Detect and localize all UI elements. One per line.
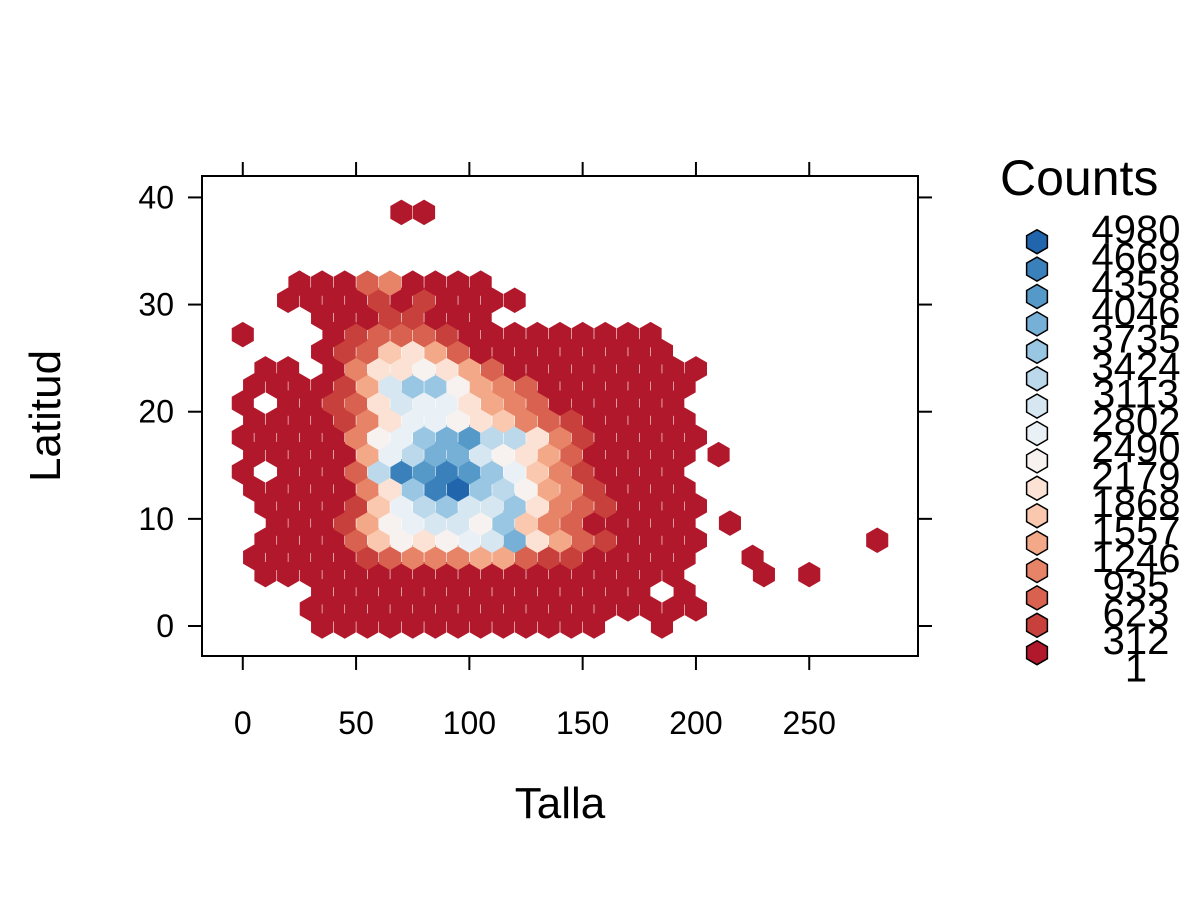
hex-cell bbox=[707, 441, 730, 468]
hex-cell bbox=[390, 199, 413, 226]
hex-cell bbox=[254, 356, 277, 382]
legend-label: 2490 bbox=[1092, 427, 1181, 471]
x-axis: 0 50 100 150 200 250 bbox=[234, 162, 836, 741]
legend-swatch bbox=[1025, 448, 1049, 474]
legend-swatch bbox=[1025, 557, 1049, 584]
hex-cell bbox=[616, 321, 640, 348]
y-tick-label: 20 bbox=[138, 394, 174, 430]
legend-label: 312 bbox=[1103, 619, 1170, 663]
hex-cell bbox=[446, 270, 470, 296]
hex-cell bbox=[424, 270, 447, 296]
hex-cell bbox=[231, 321, 254, 348]
hex-cell bbox=[379, 270, 402, 296]
hex-cell bbox=[718, 510, 741, 536]
legend-label: 1868 bbox=[1092, 482, 1181, 526]
hex-cell bbox=[469, 270, 492, 296]
x-tick-label: 250 bbox=[783, 705, 836, 741]
y-tick-label: 30 bbox=[138, 287, 174, 323]
legend-label: 2802 bbox=[1092, 400, 1181, 444]
legend-items: 4980466943584046373534243113280224902179… bbox=[1025, 208, 1181, 690]
legend-swatch bbox=[1025, 338, 1049, 365]
hex-cell bbox=[277, 356, 300, 382]
x-axis-label: Talla bbox=[515, 779, 606, 828]
hex-cell bbox=[288, 270, 311, 296]
legend-label: 623 bbox=[1103, 592, 1170, 636]
hex-cell bbox=[866, 527, 889, 554]
legend-label: 1557 bbox=[1092, 509, 1181, 553]
legend-swatch bbox=[1025, 283, 1049, 310]
legend-swatch bbox=[1025, 311, 1049, 337]
legend: Counts 498046694358404637353424311328022… bbox=[1000, 150, 1180, 690]
legend-swatch bbox=[1025, 612, 1049, 639]
hex-cell bbox=[684, 356, 707, 382]
legend-swatch bbox=[1025, 585, 1049, 611]
legend-swatch bbox=[1025, 502, 1049, 529]
hex-cell bbox=[333, 270, 356, 296]
legend-label: 3735 bbox=[1092, 318, 1181, 362]
hex-cell bbox=[548, 321, 572, 348]
legend-label: 3113 bbox=[1093, 372, 1179, 416]
hex-cell bbox=[639, 321, 662, 348]
legend-label: 4980 bbox=[1092, 208, 1181, 252]
y-axis-label: Latitud bbox=[21, 350, 70, 482]
legend-swatch bbox=[1025, 393, 1049, 419]
legend-label: 935 bbox=[1103, 564, 1170, 608]
hex-cell bbox=[503, 287, 526, 314]
hex-cell bbox=[798, 561, 821, 588]
legend-swatch bbox=[1025, 420, 1049, 447]
plot-frame bbox=[201, 175, 919, 657]
hex-cell bbox=[741, 544, 764, 571]
x-tick-label: 150 bbox=[556, 705, 609, 741]
hex-cell bbox=[526, 321, 549, 348]
hex-cell bbox=[401, 270, 424, 296]
legend-label: 4669 bbox=[1092, 235, 1181, 279]
legend-swatch bbox=[1025, 530, 1049, 556]
legend-title: Counts bbox=[1000, 150, 1158, 206]
x-tick-label: 200 bbox=[669, 705, 722, 741]
x-tick-label: 100 bbox=[443, 705, 496, 741]
legend-swatch bbox=[1025, 639, 1049, 666]
x-tick-label: 50 bbox=[338, 705, 374, 741]
hex-cell bbox=[503, 321, 526, 348]
y-tick-label: 0 bbox=[156, 608, 174, 644]
legend-label: 2179 bbox=[1092, 455, 1181, 499]
y-tick-label: 10 bbox=[138, 501, 174, 537]
legend-label: 1 bbox=[1125, 646, 1147, 690]
hex-cell bbox=[571, 321, 594, 348]
hex-cell bbox=[311, 270, 334, 296]
x-tick-label: 0 bbox=[234, 705, 252, 741]
hex-cell bbox=[594, 321, 617, 348]
legend-label: 4046 bbox=[1092, 290, 1181, 334]
legend-swatch bbox=[1025, 256, 1049, 282]
legend-swatch bbox=[1025, 365, 1049, 392]
legend-label: 1246 bbox=[1092, 537, 1181, 581]
legend-label: 4358 bbox=[1092, 263, 1181, 307]
hex-cell bbox=[413, 199, 436, 226]
legend-swatch bbox=[1025, 228, 1049, 255]
y-axis: 0 10 20 30 40 bbox=[138, 179, 932, 644]
y-tick-label: 40 bbox=[138, 179, 174, 215]
legend-label: 3424 bbox=[1092, 345, 1181, 389]
legend-swatch bbox=[1025, 475, 1049, 502]
hex-cell bbox=[356, 270, 379, 296]
hexbin-cells bbox=[231, 199, 889, 639]
